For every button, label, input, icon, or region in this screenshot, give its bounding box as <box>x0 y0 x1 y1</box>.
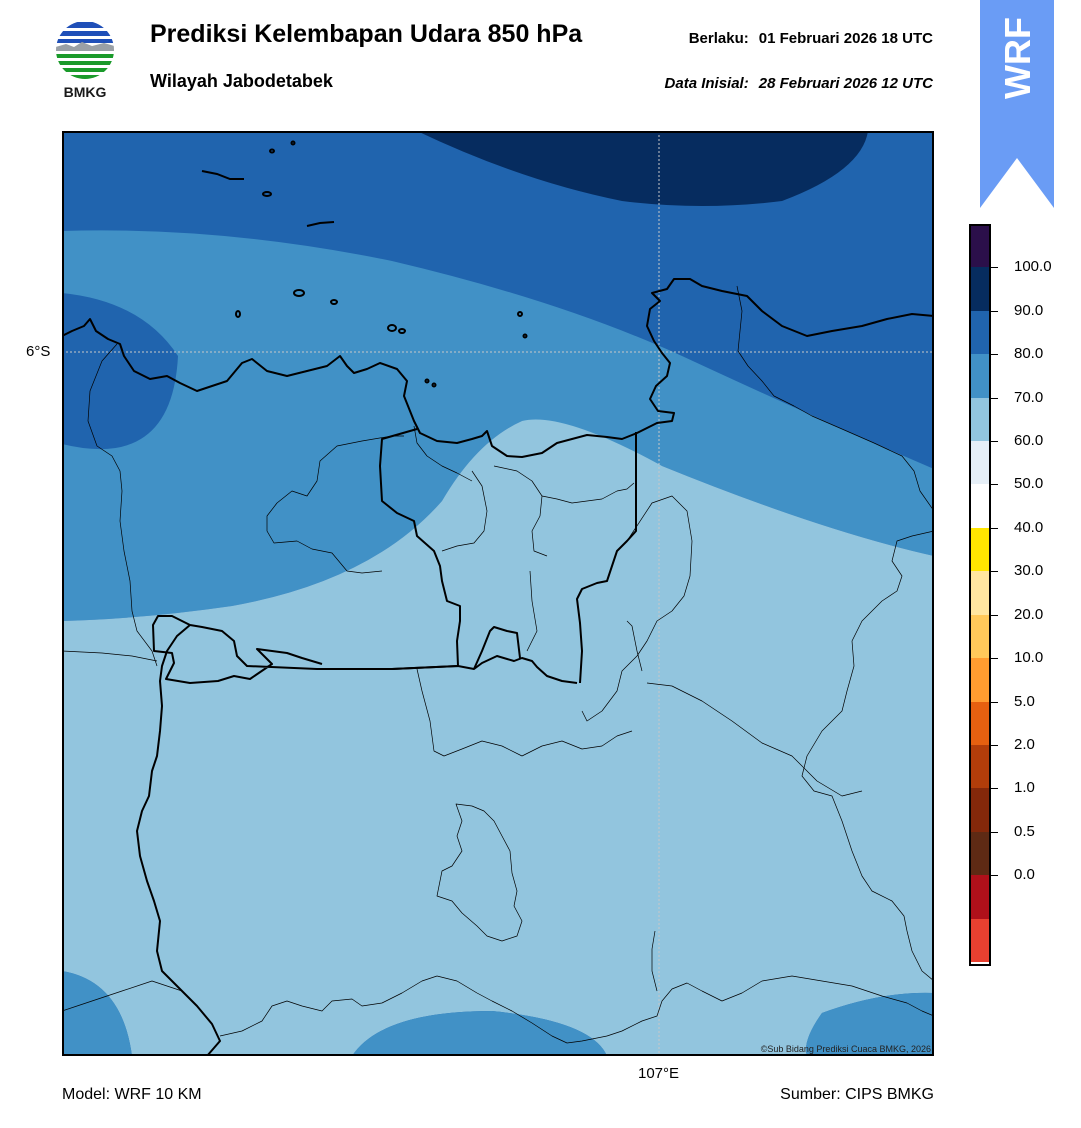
province-borders <box>136 428 637 1056</box>
colorbar-label: 0.0 <box>1014 866 1035 884</box>
humidity-map <box>62 131 934 1056</box>
colorbar-tick <box>991 701 998 703</box>
colorbar-label: 5.0 <box>1014 692 1035 710</box>
colorbar-tick <box>991 397 998 399</box>
colorbar-segment <box>969 484 991 529</box>
colorbar-tick <box>991 310 998 312</box>
colorbar-label: 70.0 <box>1014 388 1044 406</box>
colorbar-label: 20.0 <box>1014 605 1044 623</box>
colorbar-segment <box>969 831 991 876</box>
logo-text: BMKG <box>63 84 107 100</box>
valid-value: 01 Februari 2026 18 UTC <box>758 30 933 47</box>
colorbar-border <box>969 224 991 966</box>
colorbar-tick <box>991 788 998 790</box>
colorbar-segment <box>969 354 991 399</box>
colorbar-segment <box>969 224 991 268</box>
regency-borders <box>62 285 934 1044</box>
model-info: Model: WRF 10 KM <box>62 1086 202 1103</box>
wrf-badge-text: WRF <box>997 17 1038 99</box>
colorbar-segment <box>969 614 991 659</box>
colorbar-tick <box>991 744 998 746</box>
valid-time: Berlaku: 01 Februari 2026 18 UTC <box>689 30 933 47</box>
colorbar-segment <box>969 527 991 572</box>
colorbar-segment <box>969 310 991 355</box>
colorbar-tick <box>991 441 998 443</box>
longitude-label: 107°E <box>638 1065 680 1082</box>
colorbar-label: 10.0 <box>1014 649 1044 667</box>
contour-70-80 <box>62 230 934 621</box>
colorbar-tick <box>991 484 998 486</box>
colorbar-tick <box>991 831 998 833</box>
colorbar-tick <box>991 875 998 877</box>
latitude-label: 6°S <box>26 343 51 360</box>
colorbar-tick <box>991 267 998 269</box>
colorbar-label: 80.0 <box>1014 345 1044 363</box>
colorbar-label: 90.0 <box>1014 301 1044 319</box>
init-label: Data Inisial: <box>664 75 749 92</box>
colorbar-segment <box>969 658 991 703</box>
colorbar-label: 1.0 <box>1014 779 1035 797</box>
colorbar-label: 2.0 <box>1014 735 1035 753</box>
contour-70-bl <box>62 971 132 1056</box>
init-value: 28 Februari 2026 12 UTC <box>758 75 933 92</box>
source-info: Sumber: CIPS BMKG <box>780 1086 934 1103</box>
init-time: Data Inisial: 28 Februari 2026 12 UTC <box>665 75 933 92</box>
colorbar-segment <box>969 875 991 920</box>
colorbar-segment <box>969 701 991 746</box>
colorbar-label: 0.5 <box>1014 822 1035 840</box>
bmkg-logo: BMKG <box>52 20 118 102</box>
colorbar-tick <box>991 571 998 573</box>
colorbar-segment <box>969 918 991 963</box>
colorbar-segment <box>969 788 991 833</box>
region-subtitle: Wilayah Jabodetabek <box>150 71 333 91</box>
colorbar-label: 100.0 <box>1014 258 1052 276</box>
colorbar-segment <box>969 441 991 485</box>
colorbar-label: 50.0 <box>1014 475 1044 493</box>
contour-60-70 <box>62 419 934 1056</box>
coastline <box>62 278 934 458</box>
contour-70-br <box>806 992 934 1056</box>
page-title: Prediksi Kelembapan Udara 850 hPa <box>150 20 583 48</box>
colorbar-tick <box>991 658 998 660</box>
islands <box>201 140 528 388</box>
colorbar-segment <box>969 267 991 312</box>
colorbar-label: 30.0 <box>1014 562 1044 580</box>
valid-label: Berlaku: <box>688 30 749 47</box>
colorbar-label: 40.0 <box>1014 518 1044 536</box>
wrf-badge: WRF <box>980 0 1054 208</box>
colorbar-label: 60.0 <box>1014 432 1044 450</box>
colorbar-tick <box>991 614 998 616</box>
contour-70-bc <box>352 1011 607 1056</box>
colorbar-segment <box>969 571 991 616</box>
copyright-text: ©Sub Bidang Prediksi Cuaca BMKG, 2026 <box>760 1044 931 1054</box>
contour-80-90 <box>417 131 868 206</box>
colorbar-tick <box>991 527 998 529</box>
colorbar <box>969 224 991 966</box>
colorbar-segment <box>969 397 991 442</box>
colorbar-segment <box>969 744 991 789</box>
colorbar-tick <box>991 354 998 356</box>
